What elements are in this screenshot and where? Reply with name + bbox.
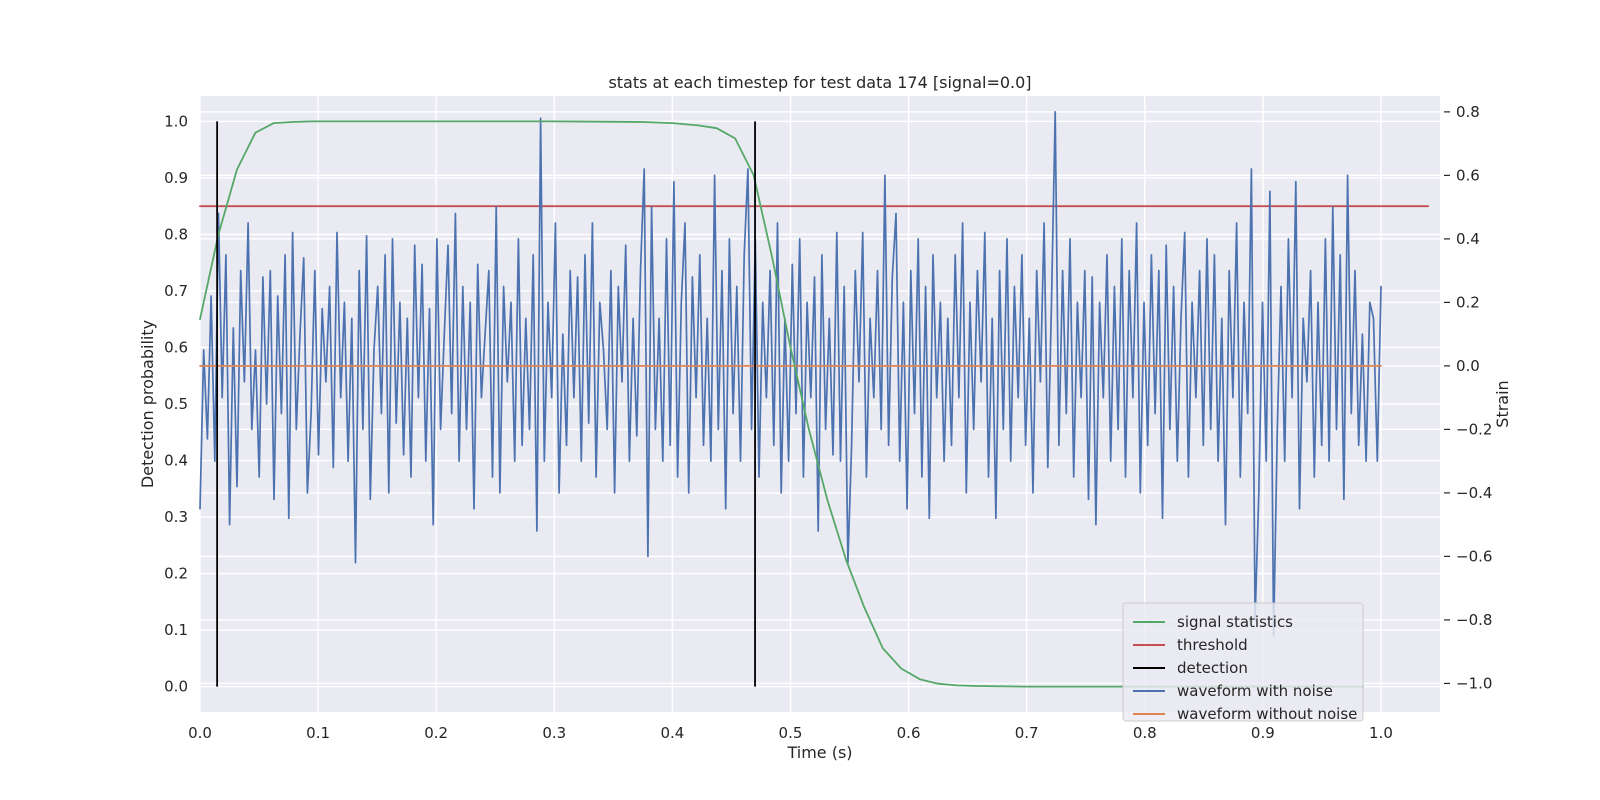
y-tick-label-left: 0.8 [164, 225, 188, 243]
y-tick-label-left: 0.0 [164, 678, 188, 696]
x-tick-label: 0.4 [660, 724, 684, 742]
y-axis-title-right: Strain [1493, 380, 1512, 427]
y-tick-label-left: 0.5 [164, 395, 188, 413]
legend-items: signal statistics threshold detection wavef… [1133, 613, 1357, 723]
x-axis-title: Time (s) [786, 743, 852, 762]
y-tick-label-right: −0.6 [1456, 547, 1492, 565]
y-tick-label-left: 0.2 [164, 565, 188, 583]
x-tick-label: 1.0 [1369, 724, 1393, 742]
y-tick-label-right: −0.4 [1456, 484, 1492, 502]
ticks-layer: 0.0 0.1 0.2 0.3 0.4 0.5 0.6 0.7 0.8 0.9 1.0 0.0 0.1 0… [164, 103, 1492, 742]
y-tick-label-right: 0.0 [1456, 357, 1480, 375]
y-tick-label-right: 0.6 [1456, 166, 1480, 184]
y-tick-label-left: 0.7 [164, 282, 188, 300]
legend: signal statistics threshold detection wavef… [1122, 602, 1364, 723]
chart-title: stats at each timestep for test data 174… [608, 73, 1031, 92]
x-tick-label: 0.9 [1251, 724, 1275, 742]
x-tick-label: 0.0 [188, 724, 212, 742]
waveform-with-noise-line [199, 111, 1382, 637]
y-tick-label-right: 0.4 [1456, 230, 1480, 248]
x-tick-label: 0.5 [779, 724, 803, 742]
x-tick-label: 0.2 [424, 724, 448, 742]
y-tick-label-right: −0.2 [1456, 420, 1492, 438]
y-tick-label-right: 0.8 [1456, 103, 1480, 121]
y-tick-label-left: 0.4 [164, 452, 188, 470]
legend-label: detection [1177, 659, 1248, 677]
legend-box [1122, 602, 1364, 722]
y-tick-label-left: 0.6 [164, 338, 188, 356]
legend-label: waveform with noise [1177, 682, 1333, 700]
x-tick-label: 0.8 [1133, 724, 1157, 742]
series-layer [199, 111, 1430, 688]
legend-label: threshold [1177, 636, 1248, 654]
y-tick-label-right: −1.0 [1456, 674, 1492, 692]
x-tick-label: 0.6 [897, 724, 921, 742]
signal-statistics-line [199, 120, 1365, 688]
x-tick-label: 0.1 [306, 724, 330, 742]
y-tick-label-left: 0.3 [164, 508, 188, 526]
legend-label: signal statistics [1177, 613, 1293, 631]
y-axis-title-left: Detection probability [138, 320, 157, 488]
y-tick-label-right: 0.2 [1456, 293, 1480, 311]
y-tick-label-left: 1.0 [164, 112, 188, 130]
legend-label: waveform without noise [1177, 705, 1357, 723]
y-tick-label-right: −0.8 [1456, 611, 1492, 629]
y-tick-label-left: 0.1 [164, 621, 188, 639]
x-tick-label: 0.3 [542, 724, 566, 742]
x-tick-label: 0.7 [1015, 724, 1039, 742]
y-tick-label-left: 0.9 [164, 169, 188, 187]
